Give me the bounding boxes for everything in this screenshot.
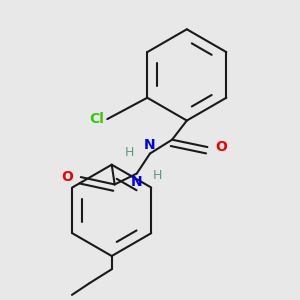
Text: H: H (153, 169, 162, 182)
Text: H: H (124, 146, 134, 159)
Text: O: O (215, 140, 227, 154)
Text: N: N (144, 138, 156, 152)
Text: O: O (61, 170, 74, 184)
Text: N: N (131, 175, 142, 189)
Text: Cl: Cl (89, 112, 104, 126)
